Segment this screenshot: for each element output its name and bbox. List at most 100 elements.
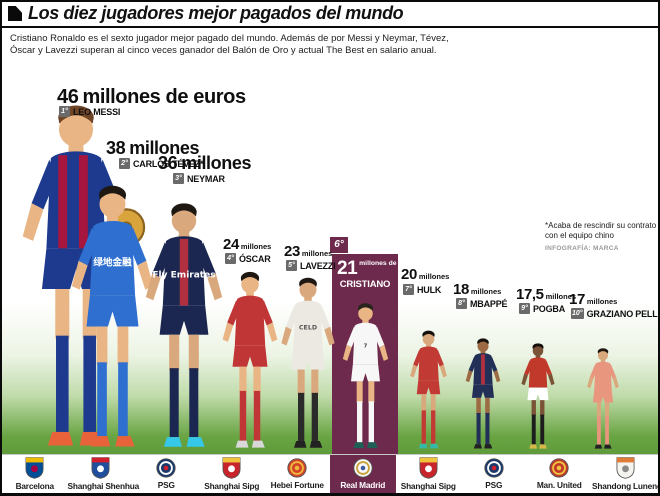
marca-bullet-icon — [8, 6, 22, 21]
shanghai-sipg-crest-icon — [221, 455, 242, 480]
player-label-leo-messi: 1° LEO MESSI — [59, 106, 120, 117]
rank-badge: 3° — [173, 173, 184, 184]
player-figure-scar — [212, 268, 288, 450]
salary-suffix: millones — [586, 297, 618, 306]
team-cell-shanghai-shenhua-1: Shanghai Shenhua — [67, 455, 140, 493]
salary-suffix: millones — [418, 272, 450, 281]
team-cell-real-madrid-5: Real Madrid — [330, 455, 396, 493]
rank-badge: 2° — [119, 158, 130, 169]
player-figure-carlos-t-vez: 绿地金融 — [56, 180, 169, 450]
salary-suffix: millones de euros — [359, 260, 417, 267]
player-figure-lavezzi: CELD — [271, 274, 345, 450]
svg-text:CELD: CELD — [299, 325, 317, 332]
team-cell-psg-7: PSG — [461, 455, 527, 493]
header: Los diez jugadores mejor pagados del mun… — [2, 2, 658, 28]
salary-number: 18 — [453, 281, 469, 298]
player-name: NEYMAR — [187, 173, 225, 184]
svg-text:Fly Emirates: Fly Emirates — [152, 271, 215, 281]
player-name-cristiano: CRISTIANO — [339, 279, 391, 290]
salary-suffix: millones — [181, 153, 252, 173]
rank-badge: 9° — [519, 303, 530, 314]
psg-crest-icon — [155, 455, 177, 479]
salary-amount-hulk: 20 millones — [401, 266, 449, 283]
player-label-graziano-pell: 10° GRAZIANO PELLÉ — [571, 308, 660, 319]
salary-number: 20 — [401, 266, 417, 283]
salary-number: 17,5 — [516, 286, 544, 303]
team-cell-shanghai-sipg-6: Shanghai Sipg — [396, 455, 462, 493]
team-name: Real Madrid — [340, 480, 386, 491]
page-title: Los diez jugadores mejor pagados del mun… — [28, 3, 404, 23]
salary-amount-graziano-pell: 17 millones — [569, 291, 617, 308]
man-united-crest-icon — [548, 455, 570, 479]
team-cell-psg-2: PSG — [134, 455, 200, 493]
shanghai-sipg-crest-icon — [418, 455, 439, 480]
player-name: HULK — [417, 284, 442, 295]
real-madrid-crest-icon — [352, 455, 374, 479]
player-label-neymar: 3° NEYMAR — [173, 173, 225, 184]
rank-badge: 8° — [456, 298, 467, 309]
player-label-carlos-t-vez: 2° CARLOS TÉVEZ* — [119, 158, 204, 169]
player-figure-neymar: Fly Emirates — [131, 198, 237, 450]
salary-number: 46 — [57, 86, 79, 108]
player-figure-hulk — [403, 328, 454, 450]
team-name: PSG — [485, 480, 503, 491]
salary-number: 17 — [569, 291, 585, 308]
player-name: GRAZIANO PELLÉ — [586, 308, 660, 319]
rank-badge: 10° — [571, 308, 584, 319]
salary-suffix: millones de euros — [82, 86, 246, 108]
player-label-pogba: 9° POGBA — [519, 303, 565, 314]
team-name: Shanghai Shenhua — [67, 481, 140, 491]
team-name: Shanghai Sipg — [400, 481, 456, 491]
footnote-text: *Acaba de rescindir su contrato con el e… — [545, 221, 657, 240]
psg-crest-icon — [483, 455, 505, 479]
rank-badge-cristiano: 6° — [330, 237, 348, 253]
hebei-fortune-crest-icon — [286, 455, 308, 479]
salary-number: 36 — [158, 153, 178, 173]
player-name: MBAPPÉ — [470, 298, 508, 309]
team-cell-shandong-luneng-9: Shandong Luneng — [592, 455, 658, 493]
salary-number: 23 — [284, 243, 300, 260]
team-cell-shanghai-sipg-3: Shanghai Sipg — [199, 455, 265, 493]
salary-amount-pogba: 17,5 millones — [516, 286, 576, 303]
shandong-luneng-crest-icon — [615, 455, 636, 480]
svg-text:7: 7 — [364, 343, 368, 349]
salary-amount-mbapp: 18 millones — [453, 281, 501, 298]
shanghai-shenhua-crest-icon — [90, 455, 111, 480]
rank-badge: 5° — [286, 260, 297, 271]
salary-amount-lavezzi: 23 millones — [284, 243, 332, 260]
salary-suffix: millones — [301, 249, 333, 258]
rank-badge: 7° — [403, 284, 414, 295]
salary-suffix: millones — [545, 292, 577, 301]
salary-number: 24 — [223, 236, 239, 253]
team-name: Shanghai Sipg — [204, 481, 260, 491]
team-name: PSG — [157, 480, 175, 491]
player-label-scar: 4° ÓSCAR — [225, 253, 271, 264]
salary-number: 21 — [337, 258, 358, 279]
player-name: POGBA — [533, 303, 566, 314]
player-figure-cristiano: 7 — [334, 300, 397, 450]
player-name: ÓSCAR — [239, 253, 271, 264]
rank-badge: 1° — [59, 106, 70, 117]
salary-number: 38 — [106, 138, 126, 158]
player-figure-graziano-pell — [581, 346, 625, 450]
player-figure-pogba — [515, 341, 561, 450]
player-label-mbapp: 8° MBAPPÉ — [456, 298, 508, 309]
salary-amount-carlos-t-vez: 38 millones — [106, 138, 199, 159]
rank-badge: 4° — [225, 253, 236, 264]
player-name: LEO MESSI — [73, 106, 121, 117]
team-cell-barcelona-0: Barcelona — [2, 455, 68, 493]
player-name: CARLOS TÉVEZ* — [133, 158, 204, 169]
team-name: Man. United — [536, 480, 582, 491]
team-name: Shandong Luneng — [592, 481, 660, 491]
salary-suffix: millones — [240, 242, 272, 251]
salary-amount-leo-messi: 46 millones de euros — [57, 86, 246, 109]
salary-suffix: millones — [129, 138, 200, 158]
credit-text: INFOGRAFÍA: MARCA — [545, 245, 619, 252]
team-name: Barcelona — [15, 481, 55, 491]
svg-text:绿地金融: 绿地金融 — [93, 255, 132, 268]
barcelona-crest-icon — [24, 455, 45, 480]
team-name: Hebei Fortune — [270, 480, 324, 491]
player-figure-leo-messi — [2, 98, 150, 450]
player-name: LAVEZZI — [300, 260, 336, 271]
